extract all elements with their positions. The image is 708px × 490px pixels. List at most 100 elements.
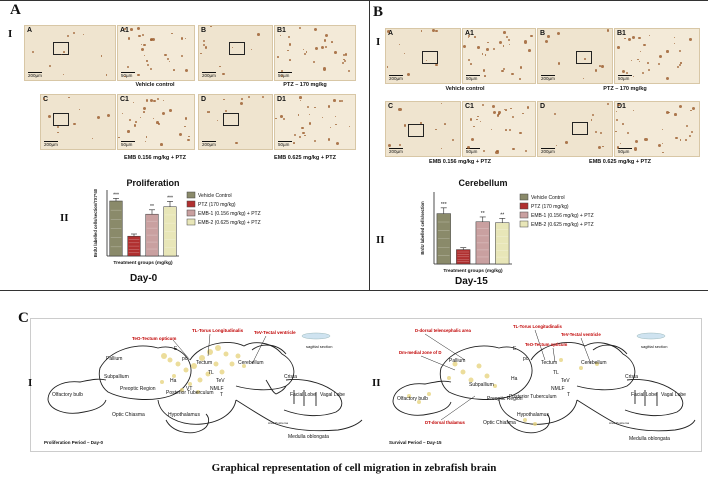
stained-cell [348,70,351,73]
stained-cell [657,62,660,65]
stained-cell [184,117,188,121]
stained-cell [662,151,664,154]
stained-cell [343,59,345,61]
panel-a-row1-label: I [8,28,13,40]
stained-cell [127,65,130,68]
y-axis-label: BrdU labelled cells/section/7X7*40 [93,188,98,257]
legend-swatch-3 [519,220,529,228]
top-frame-bottom [0,290,708,291]
label-ha-r: Ha [511,376,518,382]
stained-cell [634,139,638,143]
stained-cell [202,39,205,43]
stained-cell [616,110,618,112]
stained-cell [287,36,291,39]
panel-b-caption-2: PTZ – 170 mg/kg [603,86,647,92]
stained-cell [251,48,253,50]
label-cerebellum: Cerebellum [238,360,264,366]
stained-cell [314,27,318,31]
stained-cell [440,148,442,150]
significance-2: ** [150,204,154,210]
panel-a-day-label: Day-0 [130,273,158,284]
stained-cell [685,139,688,142]
stained-cell [615,130,617,133]
label-nmlf-r: NMLF [551,386,565,392]
label-posterior-tuberculum-r: Posterior Tuberculum [509,394,557,400]
stained-cell [508,43,511,46]
red-label-d: D-dorsal telencephalic area [415,328,471,333]
stained-cell [173,68,175,71]
stained-cell [668,112,670,114]
stained-cell [505,109,507,111]
stained-cell [487,41,489,43]
stained-cell [594,69,598,72]
stained-cell [124,75,127,78]
stained-cell [691,106,695,110]
stained-cell [443,123,446,125]
label-medulla: Medulla oblongata [288,434,329,440]
stained-cell [179,132,183,136]
panel-a-caption-2: PTZ – 170 mg/kg [283,82,327,88]
stained-cell [647,61,650,64]
stained-cell [398,108,402,112]
stained-cell [616,146,620,149]
significance-3: ** [500,212,504,218]
panel-b-image-c1: C1 50µm [462,101,536,157]
stained-cell [665,77,669,81]
stained-cell [314,139,317,142]
stained-cell [68,96,70,99]
stained-cell [441,103,443,105]
legend-swatch-3 [186,218,196,226]
panel-a-image-c: C 200µm [40,94,116,150]
stained-cell [142,107,146,111]
stained-cell [146,136,148,138]
stained-cell [143,111,145,113]
stained-cell [606,29,610,32]
panel-b-image-c: C 200µm [385,101,461,157]
stained-cell [151,37,155,41]
label-optic-chiasma: Optic Chiasma [112,412,145,418]
stained-cell [474,36,476,38]
stained-cell [287,50,289,52]
stained-cell [673,37,675,39]
stained-cell [323,39,327,42]
stained-cell [601,65,605,68]
stained-cell [511,72,515,76]
label-pc-r: pc [523,356,529,362]
stained-cell [483,69,486,72]
chart-proliferation: Proliferation BrdU labelled cells/section… [93,178,261,266]
stained-cell [63,51,65,53]
stained-cell [678,49,681,53]
stained-cell [481,53,484,55]
stained-cell [247,95,251,99]
label-area-postrema: Area Postrema [268,421,288,425]
stained-cell [135,121,138,123]
stained-cell [257,33,260,37]
stained-cell [168,60,171,63]
label-vagal-lobe-r: Vagal Lobe [661,392,686,398]
stained-cell [482,104,485,107]
stained-cell [331,41,333,43]
stained-cell [314,106,316,109]
stained-cell [180,55,183,58]
panel-b-day-label: Day-15 [455,276,488,287]
stained-cell [298,27,302,30]
stained-cell [73,31,76,34]
stained-cell [298,135,301,138]
sagittal-label-left: sagittal section [306,344,332,349]
significance-3: *** [167,195,173,201]
stained-cell [657,144,661,148]
stained-cell [275,117,277,120]
red-label-teo-right: TeO-Tectum opticum [525,342,568,347]
stained-cell [564,141,568,145]
stained-cell [495,150,499,155]
stained-cell [624,37,626,40]
stained-cell [617,103,621,107]
stained-cell [127,37,131,40]
stained-cell [187,138,190,142]
x-axis-label: Treatment groups (mg/kg) [113,260,173,266]
stained-cell [431,29,435,33]
stained-cell [66,34,70,38]
stained-cell [146,63,150,67]
stained-cell [499,41,503,45]
stained-cell [485,54,487,56]
